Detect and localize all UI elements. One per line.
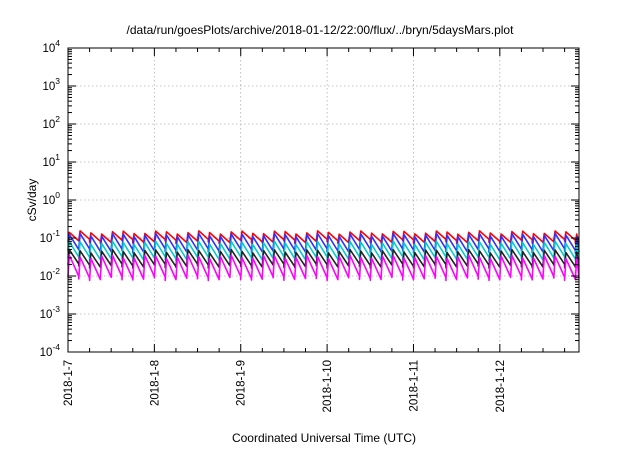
y-tick-label: 103 [42,76,60,93]
y-tick-label: 102 [42,114,60,131]
y-tick-label: 10-4 [40,342,61,359]
y-tick-base: 10 [40,233,53,245]
y-tick-base: 10 [42,81,55,93]
y-tick-exponent: 0 [55,190,60,200]
x-tick-label: 2018-1-8 [149,360,161,406]
y-tick-base: 10 [40,271,53,283]
x-tick-label: 2018-1-7 [63,360,75,406]
y-tick-exponent: -3 [52,304,60,314]
y-tick-exponent: 3 [55,76,60,86]
series-group [67,230,580,282]
y-tick-label: 10-3 [40,304,61,321]
y-tick-exponent: -2 [52,266,60,276]
grid-lines [68,48,579,352]
y-tick-exponent: 1 [55,152,60,162]
y-tick-base: 10 [42,157,55,169]
y-axis-label: cSv/day [25,179,39,222]
x-tick-label: 2018-1-12 [495,360,507,412]
x-tick-label: 2018-1-10 [322,360,334,412]
x-axis: 2018-1-7 2018-1-8 2018-1-9 2018-1-10 2018-1-… [63,48,566,412]
x-tick-label: 2018-1-11 [408,360,420,412]
chart-title: /data/run/goesPlots/archive/2018-01-12/2… [127,23,515,37]
x-axis-label: Coordinated Universal Time (UTC) [232,431,416,445]
x-tick-label: 2018-1-9 [236,360,248,406]
y-tick-label: 101 [42,152,60,169]
y-tick-base: 10 [40,347,53,359]
series-line [67,254,580,282]
y-tick-exponent: -4 [52,342,60,352]
y-tick-base: 10 [42,43,55,55]
y-tick-exponent: 4 [55,38,60,48]
y-tick-base: 10 [40,309,53,321]
y-tick-base: 10 [42,119,55,131]
y-tick-base: 10 [42,195,55,207]
y-tick-label: 10-1 [40,228,61,245]
y-tick-label: 10-2 [40,266,61,283]
y-tick-exponent: -1 [52,228,60,238]
y-tick-label: 104 [42,38,60,55]
y-tick-label: 100 [42,190,60,207]
y-tick-exponent: 2 [55,114,60,124]
